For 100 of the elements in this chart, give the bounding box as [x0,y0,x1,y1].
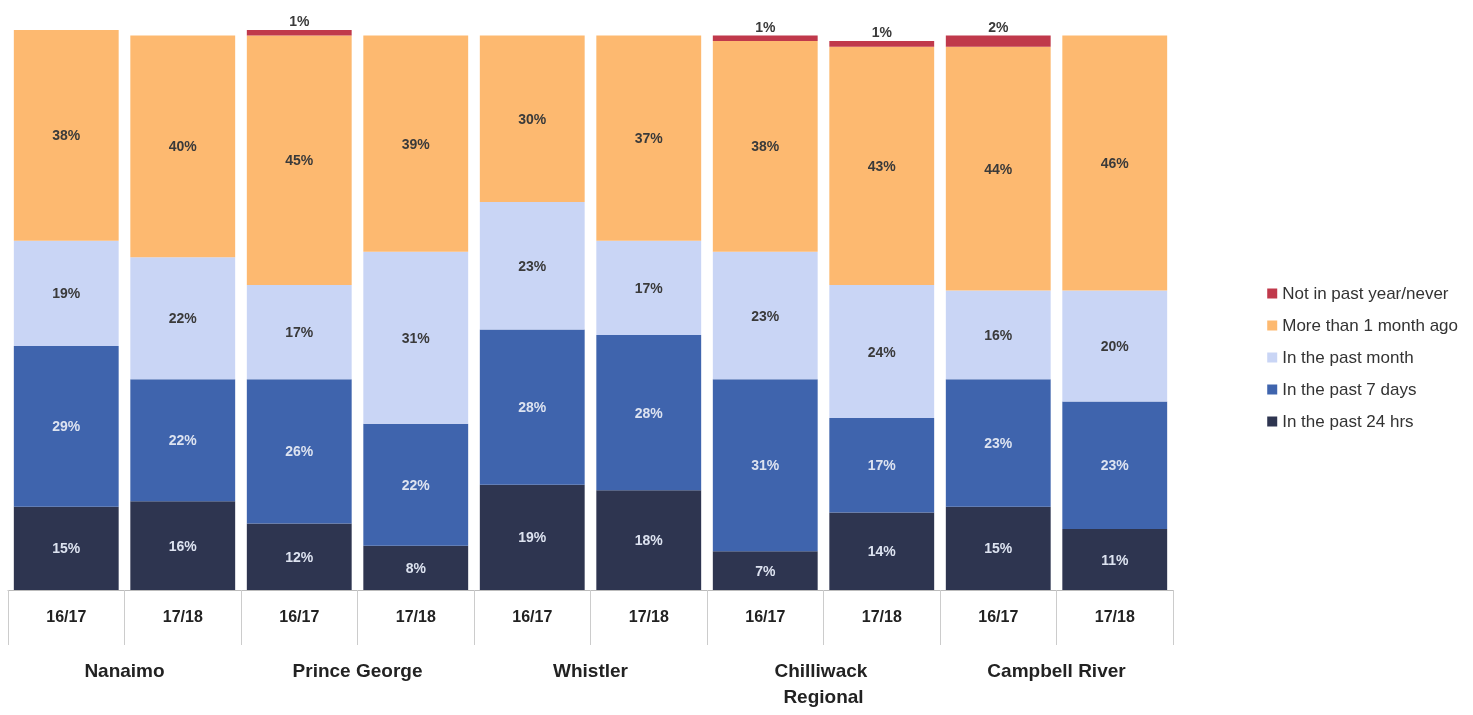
bar [829,285,935,419]
x-tick-label: 17/18 [162,607,203,625]
bar [363,251,469,424]
x-tick-label: 16/17 [745,607,786,625]
bar [479,329,585,485]
bar [712,41,818,252]
data-label: 17% [285,324,314,341]
bar [1062,401,1168,530]
data-label: 8% [405,559,427,576]
bar [13,346,119,507]
text: Prince George [292,659,423,681]
bar [13,240,119,347]
x-tick-label: 17/18 [628,607,669,625]
bar [246,35,352,286]
data-label: 23% [1100,457,1130,474]
bar [829,512,935,590]
data-label: 2% [988,18,1009,35]
data-label: 17% [634,279,664,296]
bar [363,545,469,590]
data-label: 19% [518,529,547,546]
data-label: 22% [168,310,198,327]
text: Chilliwack Regional [774,659,873,707]
x-tick-label: 17/18 [395,607,436,625]
data-label: 23% [518,257,547,274]
data-label: 17% [867,457,897,474]
bar [363,35,469,252]
data-label: 1% [289,13,310,29]
legend-label: Not in past year/never [1282,284,1449,303]
bar [479,201,585,330]
legend-label: In the past month [1282,348,1414,367]
data-label: 38% [52,127,81,144]
data-label: 39% [401,135,431,152]
bar [479,484,585,590]
data-label: 23% [751,307,780,324]
data-label: 1% [871,24,893,41]
data-label: 16% [168,537,198,554]
data-label: 15% [984,540,1013,557]
data-label: 12% [285,548,314,565]
data-label: 23% [984,435,1013,452]
bar [1062,35,1168,291]
bar [130,379,236,502]
bar [945,290,1051,380]
bar [130,257,236,380]
bar [712,251,818,380]
data-label: 20% [1100,338,1130,355]
bar [246,285,352,380]
bar [130,501,236,590]
bar [596,334,702,491]
bar [596,490,702,590]
x-tick-label: 17/18 [1094,607,1135,625]
x-tick-label: 16/17 [279,607,320,625]
data-label: 45% [285,152,314,169]
data-label: 26% [285,443,314,460]
x-tick-label: 16/17 [512,607,553,625]
data-label: 31% [401,329,431,346]
legend-label: More than 1 month ago [1282,316,1458,335]
bar [829,418,935,513]
bar [363,423,469,546]
data-label: 11% [1101,551,1129,568]
data-label: 29% [52,418,81,435]
data-label: 44% [984,160,1013,177]
data-label: 31% [751,457,780,474]
data-label: 14% [867,543,897,560]
bar [13,506,119,590]
data-label: 22% [168,432,198,449]
bar [945,379,1051,507]
x-tick-label: 16/17 [978,607,1019,625]
text: Whistler [553,659,629,681]
data-label: 46% [1100,155,1130,172]
bar [246,379,352,524]
x-tick-label: 16/17 [46,607,87,625]
bar [246,523,352,590]
x-tick-label: 17/18 [861,607,902,625]
text: Nanaimo [84,659,165,681]
bar [246,30,352,36]
data-label: 43% [867,157,897,174]
data-label: 16% [984,326,1013,343]
legend-label: In the past 24 hrs [1282,412,1414,431]
data-label: 15% [52,540,81,557]
bar [1062,290,1168,402]
data-label: 28% [518,399,547,416]
bar [596,35,702,241]
data-label: 24% [867,343,897,360]
legend-label: In the past 7 days [1282,380,1417,399]
data-label: 1% [755,18,776,35]
data-label: 19% [52,285,81,302]
bar [712,35,818,42]
bar [829,46,935,286]
bar [130,35,236,258]
bar [13,30,119,241]
bar [596,240,702,335]
bar [712,379,818,552]
data-label: 38% [751,138,780,155]
data-label: 30% [518,110,547,127]
data-label: 40% [168,138,198,155]
bar [1062,529,1168,590]
data-label: 22% [401,476,431,493]
data-label: 28% [634,404,664,421]
data-label: 37% [634,130,664,147]
bar [479,35,585,202]
